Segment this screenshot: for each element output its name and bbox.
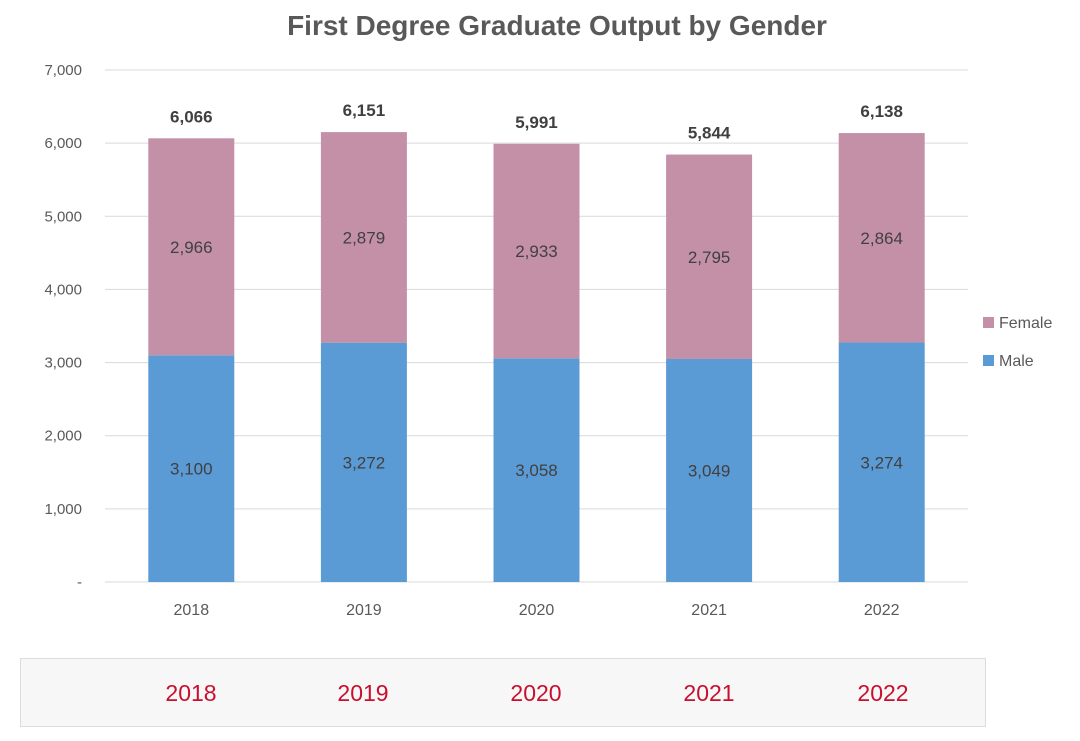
- total-label: 5,844: [688, 124, 731, 143]
- legend: Female Male: [983, 315, 1052, 370]
- y-tick-label: 2,000: [44, 428, 82, 445]
- legend-label-male: Male: [999, 353, 1034, 370]
- bar-female-2019: [320, 132, 407, 343]
- year-tab-bar: 2018 2019 2020 2021 2022: [20, 658, 986, 727]
- y-axis: - 1,000 2,000 3,000 4,000 5,000 6,000 7,000: [44, 62, 82, 591]
- y-tick-label: 4,000: [44, 281, 82, 298]
- y-tick-label: -: [77, 574, 82, 591]
- x-tick-label: 2021: [691, 602, 727, 619]
- y-tick-label: 1,000: [44, 501, 82, 518]
- data-label-female: 2,966: [170, 238, 213, 257]
- tab-2018[interactable]: 2018: [165, 680, 217, 706]
- x-tick-label: 2020: [519, 602, 555, 619]
- data-label-male: 3,049: [688, 461, 731, 480]
- bar-male-2020: [493, 358, 580, 582]
- tab-2020[interactable]: 2020: [510, 680, 562, 706]
- x-tick-label: 2018: [174, 602, 210, 619]
- total-label: 6,138: [860, 102, 903, 121]
- bars: 3,100 2,966 6,066 3,272 2,879 6,151 3,058 2,933…: [148, 101, 925, 582]
- data-label-male: 3,274: [860, 453, 903, 472]
- bar-female-2021: [666, 154, 753, 359]
- x-tick-label: 2019: [346, 602, 382, 619]
- total-label: 6,066: [170, 107, 213, 126]
- bar-male-2021: [666, 358, 753, 582]
- x-axis: 2018 2019 2020 2021 2022: [174, 602, 900, 619]
- bar-male-2019: [320, 342, 407, 582]
- total-label: 5,991: [515, 113, 558, 132]
- data-label-female: 2,795: [688, 248, 731, 267]
- y-tick-label: 6,000: [44, 135, 82, 152]
- tab-2019[interactable]: 2019: [337, 680, 389, 706]
- y-tick-label: 5,000: [44, 208, 82, 225]
- tab-2022[interactable]: 2022: [857, 680, 909, 706]
- data-label-male: 3,058: [515, 461, 558, 480]
- total-label: 6,151: [343, 101, 386, 120]
- bar-female-2018: [148, 138, 235, 356]
- y-tick-label: 3,000: [44, 355, 82, 372]
- stacked-bar-chart: First Degree Graduate Output by Gender -…: [44, 10, 1052, 619]
- legend-swatch-female: [983, 317, 994, 328]
- legend-swatch-male: [983, 355, 994, 366]
- bar-male-2018: [148, 355, 235, 582]
- data-label-female: 2,864: [860, 229, 903, 248]
- legend-label-female: Female: [999, 315, 1052, 332]
- x-tick-label: 2022: [864, 602, 900, 619]
- bar-female-2022: [838, 133, 925, 343]
- bar-female-2020: [493, 143, 580, 359]
- chart-title: First Degree Graduate Output by Gender: [287, 10, 827, 41]
- data-label-male: 3,100: [170, 460, 213, 479]
- bar-male-2022: [838, 342, 925, 582]
- data-label-male: 3,272: [343, 453, 386, 472]
- tab-2021[interactable]: 2021: [683, 680, 735, 706]
- y-tick-label: 7,000: [44, 62, 82, 79]
- data-label-female: 2,933: [515, 242, 558, 261]
- data-label-female: 2,879: [343, 228, 386, 247]
